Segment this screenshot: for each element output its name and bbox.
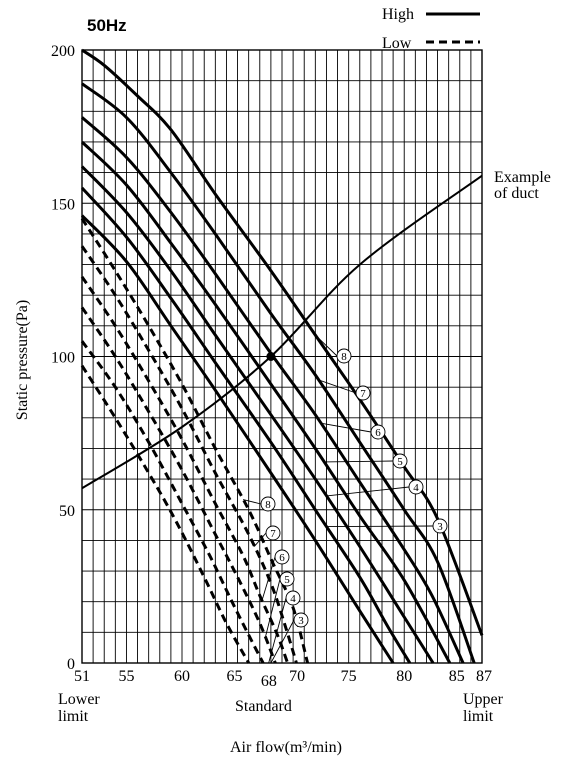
high-tap-6-leader <box>320 422 372 433</box>
y-tick-label: 50 <box>59 503 75 520</box>
low-tap-4-leader <box>268 597 287 664</box>
frequency-label: 50Hz <box>87 16 127 35</box>
high-tap-6-circle <box>370 424 386 440</box>
low-tap-7-text: 7 <box>270 528 276 540</box>
y-tick-label: 200 <box>51 43 75 60</box>
high-tap-7-circle <box>355 385 371 401</box>
low-curve-tap-8 <box>80 217 310 664</box>
tap-leaders <box>243 334 434 664</box>
duct-label-line1: Example <box>494 169 551 186</box>
high-curve-tap-unlabeled <box>80 214 395 664</box>
high-curve-tap-5 <box>80 140 452 664</box>
low-tap-8-text: 8 <box>265 499 271 511</box>
high-tap-4-text: 4 <box>413 482 419 494</box>
x-tick-label: 75 <box>341 668 357 685</box>
x-upper-label-line1: Upper <box>463 691 504 708</box>
low-curve-tap-6 <box>80 275 290 664</box>
high-tap-5-text: 5 <box>397 456 403 468</box>
high-tap-5-circle <box>392 453 408 469</box>
y-tick-label: 0 <box>67 656 75 673</box>
high-tap-3-circle <box>432 518 448 534</box>
high-tap-4-leader <box>326 486 410 497</box>
low-tap-7-circle <box>265 525 281 541</box>
operating-point-dot <box>266 352 276 361</box>
high-tap-5-leader <box>324 460 394 463</box>
low-tap-6-leader <box>261 556 276 601</box>
high-tap-8-circle <box>336 348 352 364</box>
high-tap-8-text: 8 <box>341 351 347 363</box>
legend-high-label: High <box>382 6 414 23</box>
low-tap-3-circle <box>293 612 309 628</box>
curves <box>80 48 484 664</box>
low-tap-3-leader <box>270 619 295 664</box>
y-tick-label: 150 <box>51 196 75 213</box>
low-tap-4-text: 4 <box>290 593 296 605</box>
high-tap-4-circle <box>408 479 424 495</box>
low-tap-8-leader <box>243 499 262 505</box>
y-axis-label: Static pressure(Pa) <box>14 300 31 420</box>
x-tick-label: 51 <box>74 668 90 685</box>
duct-label-line2: of duct <box>494 185 539 202</box>
x-lower-label-line1: Lower <box>58 691 100 708</box>
high-tap-8-leader <box>315 334 338 357</box>
low-tap-5-leader <box>264 578 281 638</box>
low-curve-tap-4 <box>80 340 265 664</box>
high-curve-tap-4 <box>80 165 435 664</box>
grid <box>81 49 483 664</box>
x-tick-label: 55 <box>118 668 134 685</box>
x-tick-label: 65 <box>227 668 243 685</box>
high-tap-3-leader <box>326 525 434 528</box>
x-upper-label-line2: limit <box>463 708 494 725</box>
low-tap-6-circle <box>274 549 290 565</box>
high-curve-tap-7 <box>81 82 476 664</box>
y-tick-label: 100 <box>51 350 75 367</box>
high-tap-7-leader <box>318 379 357 394</box>
low-tap-7-leader <box>253 532 267 547</box>
legend-low-label: Low <box>382 35 412 52</box>
plot-frame <box>81 49 483 664</box>
x-tick-label: 80 <box>396 668 412 685</box>
low-tap-6-text: 6 <box>279 552 285 564</box>
x-lower-label-line2: limit <box>58 708 89 725</box>
low-curve-tap-3 <box>80 364 251 664</box>
duct-curve <box>81 174 483 490</box>
x-tick-label: 85 <box>449 668 465 685</box>
high-curve-tap-8 <box>81 48 484 636</box>
low-tap-4-circle <box>285 590 301 606</box>
low-curve-tap-7 <box>80 245 298 664</box>
low-tap-3-text: 3 <box>298 615 304 627</box>
x-tick-label: 70 <box>289 668 305 685</box>
axes <box>81 49 483 664</box>
x-axis-label: Air flow(m³/min) <box>230 739 342 756</box>
x-tick-label: 68 <box>261 673 277 690</box>
high-tap-3-text: 3 <box>437 521 443 533</box>
low-curve-tap-5 <box>80 306 277 664</box>
texts: 50Hz High Low Example of duct Lower limi… <box>14 6 551 756</box>
low-tap-5-circle <box>279 571 295 587</box>
low-tap-5-text: 5 <box>284 574 290 586</box>
high-curve-tap-6 <box>80 116 465 664</box>
low-tap-8-circle <box>260 496 276 512</box>
high-curve-tap-3 <box>80 186 412 664</box>
x-standard-label: Standard <box>235 698 292 715</box>
high-tap-6-text: 6 <box>375 427 381 439</box>
x-tick-label: 87 <box>476 668 492 685</box>
x-tick-label: 60 <box>174 668 190 685</box>
high-tap-7-text: 7 <box>360 388 366 400</box>
